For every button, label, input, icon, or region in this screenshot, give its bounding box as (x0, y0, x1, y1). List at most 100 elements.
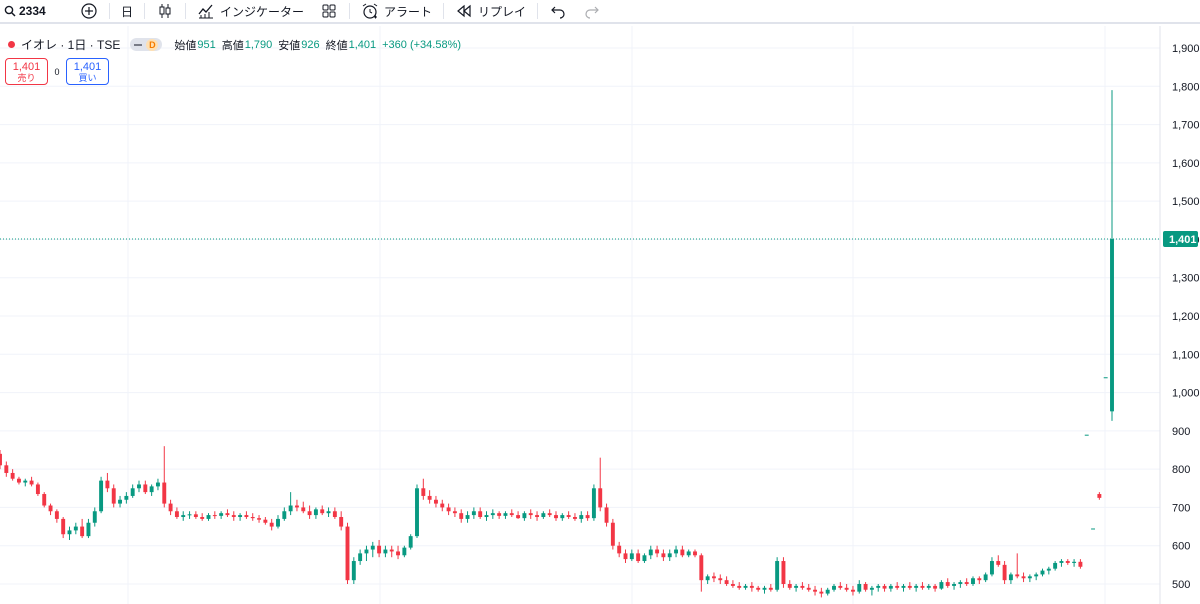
candle-body (67, 530, 72, 535)
compare-button[interactable] (72, 0, 106, 22)
candle-body (800, 585, 805, 588)
undo-button[interactable] (541, 0, 575, 22)
price-axis[interactable]: 1,9001,8001,7001,6001,5001,4001,3001,200… (1159, 26, 1200, 604)
candle (945, 578, 950, 588)
candle-body (332, 511, 337, 517)
candle-body (983, 574, 988, 581)
candle (389, 545, 394, 558)
candle-body (547, 513, 552, 516)
candle (326, 507, 331, 517)
redo-button[interactable] (575, 0, 609, 22)
candle-body (54, 511, 59, 519)
candle-body (238, 515, 243, 517)
candle (876, 584, 881, 592)
candle (636, 549, 641, 563)
candle (358, 549, 363, 565)
candle (1015, 553, 1020, 579)
y-tick-label: 1,600 (1172, 158, 1200, 170)
price-chart[interactable]: 1,9001,8001,7001,6001,5001,4001,3001,200… (0, 26, 1200, 604)
candle-body (680, 549, 685, 556)
candle-body (882, 585, 887, 589)
candle (433, 495, 438, 508)
candle-body (503, 513, 508, 516)
candle (743, 584, 748, 590)
candle-body (408, 536, 413, 548)
candle (604, 503, 609, 527)
candle (1103, 377, 1108, 379)
candle (80, 518, 85, 539)
candle-body (282, 511, 287, 519)
candle-body (610, 522, 615, 546)
layout-button[interactable] (312, 0, 346, 22)
undo-icon (551, 6, 565, 19)
candle (143, 480, 148, 495)
candle-body (693, 551, 697, 556)
candle (528, 509, 533, 519)
candle (503, 511, 508, 519)
candle (225, 509, 230, 517)
candle (983, 572, 988, 583)
candle (1027, 574, 1032, 583)
candle-body (4, 465, 9, 473)
last-price-tag (1163, 231, 1198, 248)
y-tick-label: 1,100 (1172, 349, 1200, 361)
candle (825, 587, 830, 596)
candle (775, 557, 780, 592)
candle (402, 545, 407, 558)
candle-body (383, 549, 388, 554)
candle (61, 517, 66, 539)
sell-button[interactable]: 1,401 売り (5, 58, 48, 85)
replay-button[interactable]: リプレイ (447, 0, 534, 22)
alert-label: アラート (384, 4, 433, 19)
candle-body (313, 509, 318, 516)
candle-body (1084, 434, 1089, 436)
candle (749, 582, 754, 592)
candle (535, 511, 540, 521)
candle-body (554, 515, 558, 519)
candle-body (484, 515, 489, 517)
candle-body (351, 561, 356, 581)
symbol-search[interactable]: 2334 (0, 0, 72, 22)
divider (144, 3, 146, 19)
chart-type-button[interactable] (148, 0, 182, 22)
buy-button[interactable]: 1,401 買い (66, 58, 109, 85)
chart-legend: イオレ · 1日 · TSE D 始値 951 高値 1,790 安値 926 … (8, 36, 467, 53)
last-price-label: 1,401 (1169, 234, 1197, 246)
candle-body (162, 482, 167, 504)
candle (869, 585, 874, 596)
candle (958, 580, 963, 588)
candle (888, 584, 893, 592)
alert-button[interactable]: アラート (353, 0, 440, 22)
candle-body (705, 576, 710, 581)
candle (257, 515, 262, 523)
indicators-button[interactable]: インジケーター (189, 0, 312, 22)
candle-body (1072, 561, 1077, 563)
candle (591, 484, 596, 521)
candle-body (42, 494, 47, 506)
candle-body (787, 584, 792, 588)
candle (1046, 566, 1051, 575)
candle-body (288, 505, 293, 512)
candle (926, 584, 931, 590)
candle-body (193, 514, 198, 517)
legend-title[interactable]: イオレ · 1日 · TSE (21, 38, 121, 52)
close-label: 終値 (325, 39, 348, 52)
open-label: 始値 (174, 39, 197, 52)
trade-panel: 1,401 売り 0 1,401 買い (5, 58, 109, 85)
data-badge[interactable]: D (130, 38, 163, 51)
candle-body (989, 561, 994, 575)
candle (724, 576, 729, 586)
candle (42, 492, 47, 508)
candle (516, 511, 521, 519)
candle (181, 511, 186, 521)
candle (1053, 561, 1058, 571)
y-tick-label: 800 (1172, 464, 1190, 476)
candle-body (137, 484, 141, 489)
candle-body (402, 547, 407, 556)
candle (996, 555, 1001, 567)
interval-button[interactable]: 日 (113, 0, 141, 22)
candle (137, 480, 141, 493)
y-tick-label: 1,500 (1172, 196, 1200, 208)
candle (838, 582, 843, 590)
candle-body (775, 561, 780, 590)
